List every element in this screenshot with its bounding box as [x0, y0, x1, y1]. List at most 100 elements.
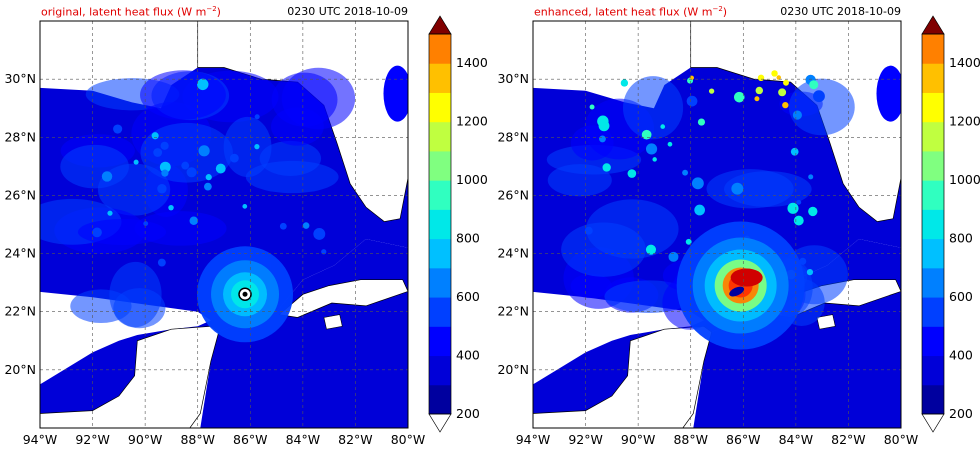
colorbar-under-arrow	[428, 413, 452, 433]
colorbar-frame	[428, 33, 452, 415]
convective-cell	[254, 144, 260, 150]
convective-cell	[783, 79, 789, 86]
colorbar-segment	[922, 326, 944, 357]
lon-tick-label: 80°W	[391, 432, 426, 447]
colorbar-segment	[429, 150, 451, 181]
convective-cell	[254, 114, 260, 120]
colorbar-tick-label: 200	[456, 406, 480, 421]
convective-cell	[107, 210, 113, 216]
convective-cell	[686, 95, 698, 107]
colorbar-segment	[922, 92, 944, 123]
colorbar-tick-label: 1400	[949, 55, 980, 70]
convective-cell	[813, 90, 825, 103]
colorbar-tick-label: 800	[949, 231, 973, 246]
convective-cell	[757, 74, 765, 82]
convective-cell	[602, 163, 611, 172]
convective-cell	[168, 204, 174, 211]
colorbar-segment	[429, 384, 451, 415]
lon-tick-label: 86°W	[233, 432, 268, 447]
convective-cell	[691, 177, 704, 190]
colorbar-segment	[429, 326, 451, 357]
convective-cell	[160, 141, 169, 150]
colorbar-segment	[429, 355, 451, 386]
convective-cell	[708, 88, 715, 94]
colorbar-tick-label: 1200	[949, 114, 980, 129]
lat-tick-label: 24°N	[497, 246, 529, 261]
lat-tick-label: 26°N	[4, 187, 36, 202]
convective-cell	[792, 110, 802, 120]
convective-cell	[215, 163, 226, 174]
storm-eye	[729, 286, 745, 297]
colorbar-over-arrow	[921, 15, 945, 35]
convective-cell	[584, 226, 593, 235]
convective-cell	[242, 204, 248, 209]
panel-time: 0230 UTC 2018-10-09	[780, 5, 901, 18]
left-panel: original, latent heat flux (W m−2) 0230 …	[4, 5, 488, 447]
convective-cell	[157, 184, 167, 194]
colorbar-segment	[922, 267, 944, 298]
convective-cell	[589, 104, 595, 110]
convective-cell	[159, 161, 171, 173]
convective-cell	[697, 118, 706, 126]
lon-tick-label: 92°W	[568, 432, 603, 447]
lon-tick-label: 82°W	[831, 432, 866, 447]
atlantic-flux-field	[876, 65, 901, 122]
convective-cell	[668, 251, 679, 262]
colorbar-segment	[922, 209, 944, 240]
isle-land	[816, 314, 836, 330]
colorbar-segment	[429, 121, 451, 152]
convective-cell	[204, 182, 212, 191]
convective-cell	[771, 70, 778, 77]
colorbar-frame	[921, 33, 945, 415]
flux-patch	[724, 171, 812, 207]
convective-cell	[776, 75, 781, 80]
atlantic-flux-field	[383, 65, 408, 122]
colorbar-tick-label: 1000	[456, 172, 488, 187]
flux-patch	[259, 140, 322, 176]
colorbar-tick-label: 800	[456, 231, 480, 246]
lon-tick-label: 90°W	[621, 432, 656, 447]
colorbar-under-arrow	[921, 413, 945, 433]
convective-cell	[733, 91, 745, 103]
flux-patch	[140, 70, 226, 120]
left-map: 94°W 92°W 90°W 88°W 86°W 84°W 82°W 80°W 30°N 28°N…	[4, 15, 488, 447]
storm-max-core	[730, 268, 763, 287]
convective-cell	[806, 269, 814, 276]
cuba-land	[278, 279, 408, 318]
convective-cell	[660, 124, 666, 129]
colorbar-tick-label: 200	[949, 406, 973, 421]
colorbar-segment	[922, 180, 944, 210]
convective-cell	[778, 88, 787, 97]
convective-cell	[189, 216, 198, 226]
convective-cell	[808, 174, 814, 180]
convective-cell	[153, 148, 163, 157]
convective-cell	[685, 238, 692, 245]
map-frame	[39, 20, 409, 429]
lat-tick-label: 20°N	[4, 362, 36, 377]
map-frame	[532, 20, 902, 429]
lat-tick-label: 28°N	[4, 129, 36, 144]
convective-cell	[645, 244, 657, 255]
colorbar-segment	[429, 238, 451, 269]
lon-tick-label: 80°W	[884, 432, 919, 447]
flux-patch	[622, 76, 684, 140]
convective-cell	[641, 129, 652, 140]
colorbar-segment	[922, 355, 944, 386]
lat-tick-label: 26°N	[497, 187, 529, 202]
lat-tick-label: 30°N	[4, 71, 36, 86]
convective-cell	[229, 153, 239, 163]
flux-patch	[561, 222, 646, 277]
flux-patch	[223, 116, 272, 178]
convective-cell	[667, 141, 673, 147]
colorbar-segment	[922, 121, 944, 152]
right-panel: enhanced, latent heat flux (W m−2) 0230 …	[493, 0, 980, 451]
convective-cell	[808, 206, 818, 217]
convective-cell	[205, 174, 212, 181]
flux-patch	[788, 78, 855, 136]
convective-cell	[198, 145, 210, 157]
lon-tick-label: 84°W	[286, 432, 321, 447]
isle-land	[323, 314, 343, 330]
colorbar-segment	[922, 238, 944, 269]
flux-patch	[281, 67, 356, 130]
convective-cell	[652, 157, 657, 162]
